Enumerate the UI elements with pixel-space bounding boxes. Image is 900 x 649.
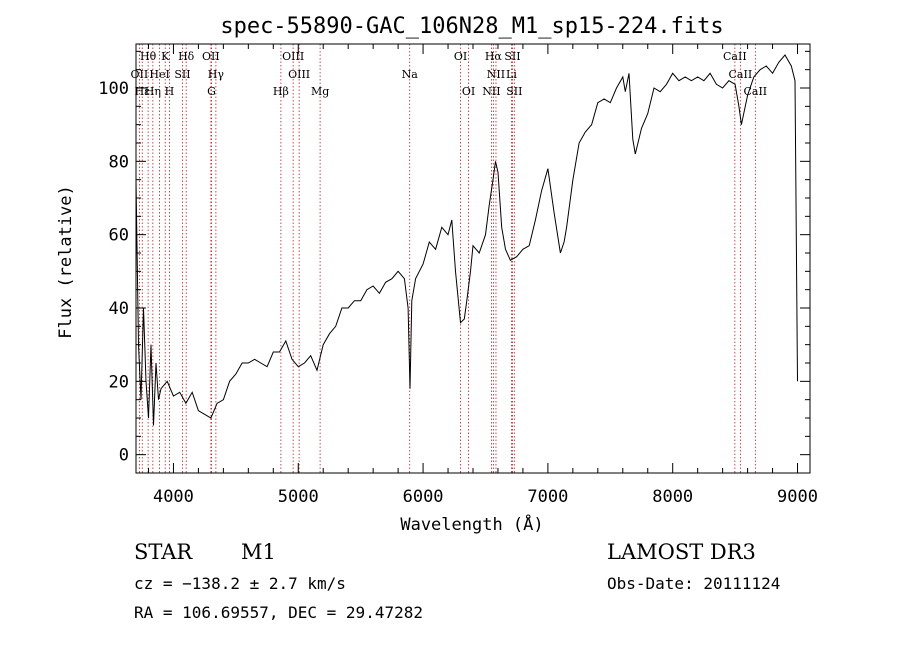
y-tick-label: 60 (109, 226, 129, 246)
line-marker-label: Li (506, 68, 517, 81)
line-marker-label: OIII (282, 50, 304, 63)
chart-title: spec-55890-GAC_106N28_M1_sp15-224.fits (220, 14, 723, 39)
line-marker-label: CaII (723, 50, 747, 63)
x-tick-label: 4000 (153, 487, 194, 507)
plot-frame (135, 43, 811, 474)
line-marker-label: SII (174, 68, 190, 81)
x-tick-label: 8000 (652, 487, 693, 507)
line-marker-label: CaII (743, 85, 767, 98)
object-class: STAR (134, 540, 193, 564)
line-marker-label: SII (506, 85, 522, 98)
line-marker-label: OI (462, 85, 475, 98)
object-subclass: M1 (241, 540, 276, 564)
line-marker-label: Hβ (273, 85, 289, 98)
x-axis: 4000 5000 6000 7000 8000 9000 (147, 44, 818, 507)
x-tick-label: 9000 (777, 487, 818, 507)
line-marker-label: Hθ (140, 50, 157, 63)
line-marker-label: OII (131, 68, 149, 81)
y-tick-label: 100 (98, 79, 129, 99)
line-marker-group (138, 44, 756, 473)
y-tick-label: 20 (109, 372, 129, 392)
y-tick-label: 0 (119, 446, 129, 466)
y-axis-label: Flux (relative) (56, 185, 76, 339)
line-marker-label: OIII (288, 68, 310, 81)
line-marker-label: G (207, 85, 216, 98)
line-marker-label: Hδ (178, 50, 195, 63)
x-axis-label: Wavelength (Å) (400, 513, 543, 535)
y-tick-label: 40 (109, 299, 129, 319)
obs-date: Obs-Date: 20111124 (607, 574, 781, 593)
line-marker-label: CaII (729, 68, 753, 81)
x-tick-label: 7000 (527, 487, 568, 507)
x-tick-label: 6000 (403, 487, 444, 507)
survey-name: LAMOST DR3 (607, 540, 756, 564)
line-marker-label: SII (504, 50, 520, 63)
spectrum-series-line (135, 54, 798, 426)
line-marker-label: H (165, 85, 175, 98)
redshift-readout: cz = −138.2 ± 2.7 km/s (134, 574, 346, 593)
x-tick-label: 5000 (278, 487, 319, 507)
line-marker-label: Hη (145, 85, 161, 98)
line-marker-label: HeI (149, 68, 169, 81)
line-marker-label: OI (454, 50, 467, 63)
line-marker-label: Na (402, 68, 419, 81)
line-marker-label: NII (482, 85, 500, 98)
line-marker-label: Mg (311, 85, 329, 98)
line-marker-label: K (161, 50, 170, 63)
line-marker-label: Hα (485, 50, 503, 63)
y-tick-label: 80 (109, 152, 129, 172)
line-marker-label: Hγ (208, 68, 225, 81)
coordinates-readout: RA = 106.69557, DEC = 29.47282 (134, 603, 423, 622)
line-marker-label: NII (487, 68, 505, 81)
y-axis: 0 20 40 60 80 100 (98, 50, 810, 466)
line-marker-label: OII (202, 50, 220, 63)
